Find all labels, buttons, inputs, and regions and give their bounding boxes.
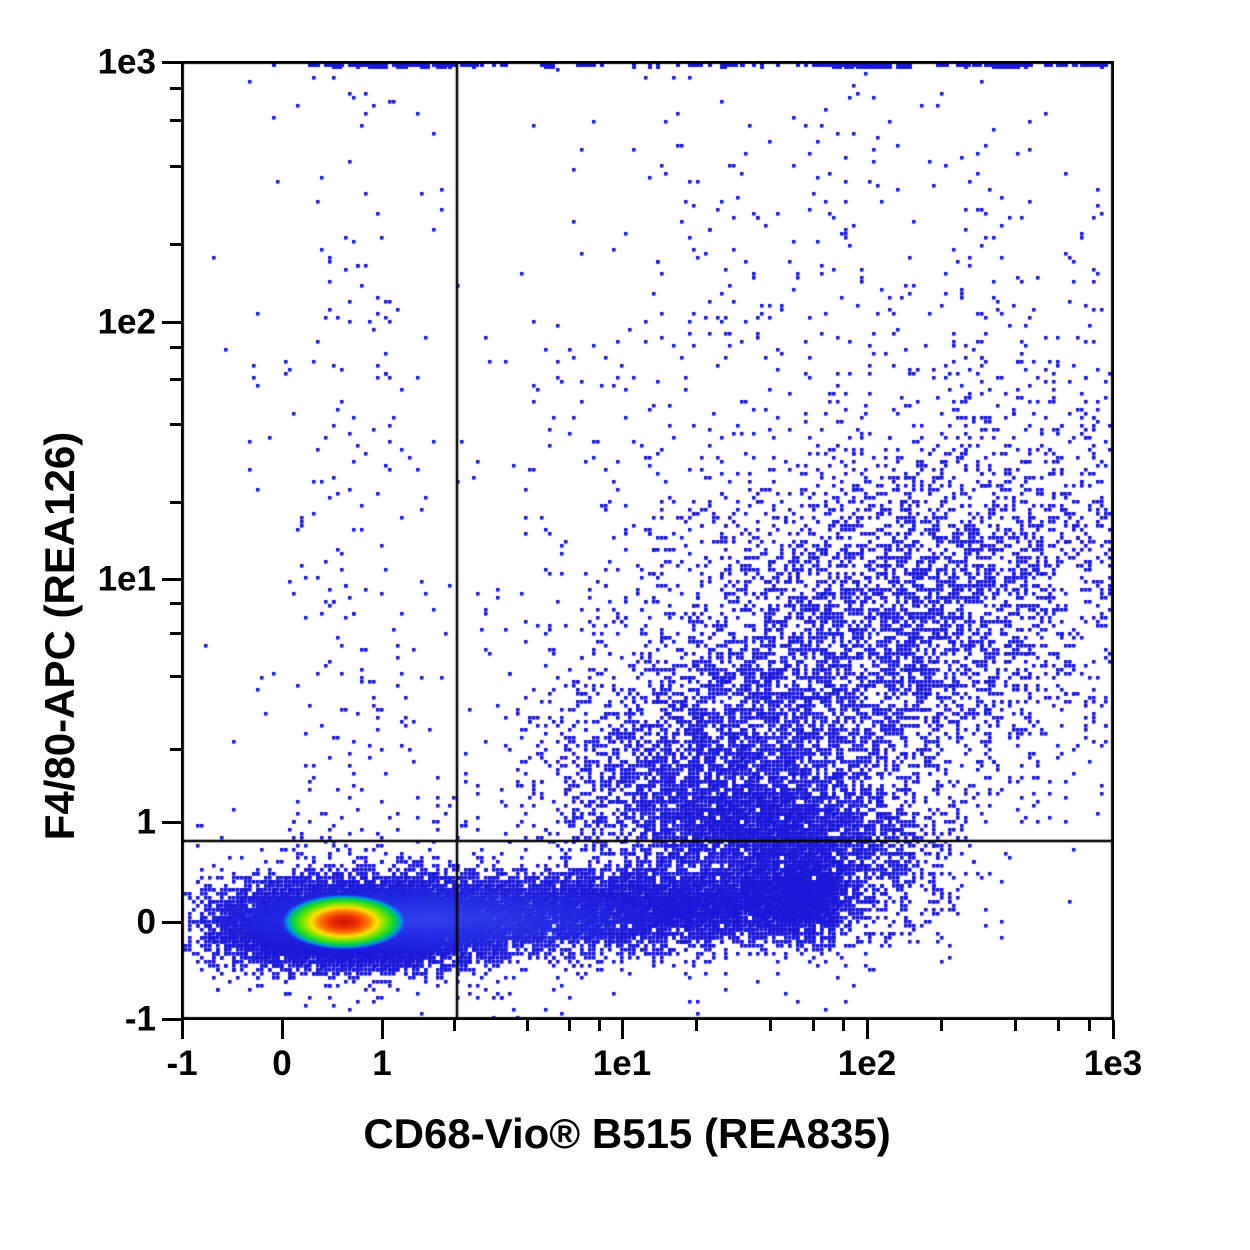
y-axis-minor-tick	[170, 632, 181, 635]
x-axis-minor-tick	[1057, 1020, 1060, 1031]
x-axis-minor-tick	[940, 1020, 943, 1031]
x-axis-title: CD68-Vio® B515 (REA835)	[363, 1110, 891, 1157]
y-axis-major-tick	[162, 60, 181, 64]
y-axis-minor-tick	[170, 501, 181, 504]
y-axis-minor-tick	[170, 423, 181, 426]
y-axis-tick-label: 1	[136, 802, 156, 842]
y-axis-major-tick	[162, 820, 181, 824]
y-axis-minor-tick	[170, 602, 181, 605]
x-axis-tick-label: 1e1	[592, 1044, 652, 1083]
x-axis-major-tick	[620, 1020, 624, 1039]
x-axis-major-tick	[1111, 1020, 1115, 1039]
x-axis-tick-label: 1e3	[1083, 1044, 1143, 1083]
y-axis-minor-tick	[170, 378, 181, 381]
y-axis-tick-label: 1e3	[97, 42, 156, 82]
y-axis-minor-tick	[170, 165, 181, 168]
y-axis-minor-tick	[170, 87, 181, 90]
x-axis-minor-tick	[769, 1020, 772, 1031]
x-axis-minor-tick	[695, 1020, 698, 1031]
plot-area-canvas	[181, 61, 1114, 1020]
y-axis-minor-tick	[170, 243, 181, 246]
x-axis-major-tick	[380, 1020, 384, 1039]
y-axis-title: F4/80-APC (REA126)	[36, 431, 83, 841]
y-axis-minor-tick	[170, 119, 181, 122]
x-axis-minor-tick	[1014, 1020, 1017, 1031]
y-axis-major-tick	[162, 320, 181, 324]
x-axis-major-tick	[865, 1020, 869, 1039]
x-axis-minor-tick	[453, 1020, 456, 1031]
y-axis-major-tick	[162, 920, 181, 924]
y-axis-tick-label: -1	[124, 999, 156, 1039]
x-axis-minor-tick	[812, 1020, 815, 1031]
y-axis-tick-label: 1e2	[97, 302, 156, 342]
x-axis-minor-tick	[526, 1020, 529, 1031]
x-axis-minor-tick	[842, 1020, 845, 1031]
x-axis-tick-label: -1	[166, 1044, 198, 1083]
y-axis-minor-tick	[170, 748, 181, 751]
y-axis-tick-label: 1e1	[97, 559, 156, 599]
x-axis-tick-label: 0	[272, 1044, 292, 1083]
x-axis-minor-tick	[568, 1020, 571, 1031]
y-axis-major-tick	[162, 1017, 181, 1021]
x-axis-tick-label: 1	[372, 1044, 392, 1083]
x-axis-minor-tick	[598, 1020, 601, 1031]
y-axis-major-tick	[162, 577, 181, 581]
y-axis-tick-label: 0	[136, 902, 156, 942]
x-axis-major-tick	[180, 1020, 184, 1039]
x-axis-major-tick	[280, 1020, 284, 1039]
x-axis-minor-tick	[1088, 1020, 1091, 1031]
x-axis-tick-label: 1e2	[837, 1044, 897, 1083]
y-axis-minor-tick	[170, 346, 181, 349]
y-axis-minor-tick	[170, 675, 181, 678]
